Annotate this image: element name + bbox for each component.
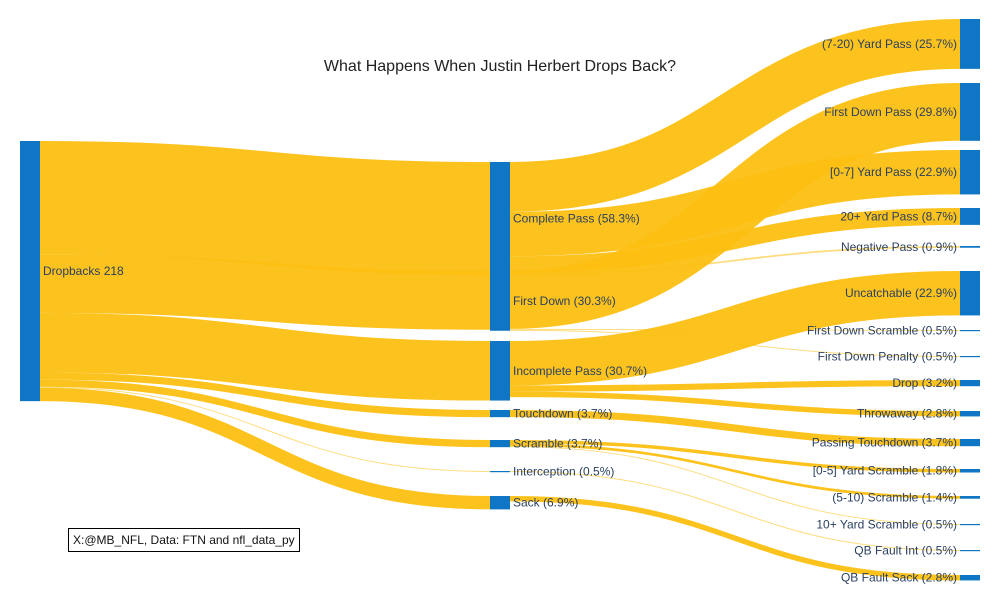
node-label-touchdown: Touchdown (3.7%) [513,407,612,421]
link-interception-to-qbint [509,471,961,551]
link-dropbacks-to-touchdown [39,372,491,418]
node-scramble[interactable] [490,440,510,448]
link-incomplete-to-throwaway [509,391,961,417]
node-fdscr[interactable] [960,330,980,332]
link-scramble-to-scr10 [509,446,961,525]
link-dropbacks-to-incomplete [39,312,491,401]
node-p720[interactable] [960,19,980,69]
node-label-dropbacks: Dropbacks 218 [43,264,124,278]
sankey-links [39,19,961,581]
link-incomplete-to-uncatch [509,271,961,386]
node-qbint[interactable] [960,550,980,552]
link-dropbacks-to-interception [39,386,491,472]
node-fdpen[interactable] [960,356,980,358]
sankey-labels: Dropbacks 218 Complete Pass (58.3%) First … [43,37,957,585]
sankey-nodes [20,19,980,581]
node-qbsack[interactable] [960,575,980,581]
data-credit: X:@MB_NFL, Data: FTN and nfl_data_py [68,528,300,552]
node-label-incomplete: Incomplete Pass (30.7%) [513,364,647,378]
link-scramble-to-scr510 [509,443,961,499]
node-dropbacks[interactable] [20,141,40,402]
node-scr510[interactable] [960,496,980,499]
node-label-negpass: Negative Pass (0.9%) [841,240,957,254]
node-complete[interactable] [490,162,510,276]
node-scr05[interactable] [960,469,980,473]
node-drop[interactable] [960,380,980,387]
node-throwaway[interactable] [960,411,980,417]
node-p07[interactable] [960,150,980,195]
link-complete-to-p720 [509,19,961,212]
link-dropbacks-to-firstdown [39,254,491,330]
node-interception[interactable] [490,471,510,473]
node-label-scr10: 10+ Yard Scramble (0.5%) [816,518,957,532]
node-label-uncatch: Uncatchable (22.9%) [845,286,957,300]
node-incomplete[interactable] [490,341,510,401]
node-label-firstdown: First Down (30.3%) [513,294,616,308]
node-label-p07: [0-7] Yard Pass (22.9%) [830,165,957,179]
link-dropbacks-to-scramble [39,379,491,448]
node-firstdown[interactable] [490,271,510,331]
node-touchdown[interactable] [490,410,510,418]
node-fdpass[interactable] [960,83,980,141]
node-label-throwaway: Throwaway (2.8%) [857,407,957,421]
node-passtd[interactable] [960,439,980,447]
node-label-interception: Interception (0.5%) [513,465,614,479]
node-label-qbsack: QB Fault Sack (2.8%) [841,571,957,585]
node-p20[interactable] [960,208,980,225]
node-sack[interactable] [490,496,510,510]
chart-title: What Happens When Justin Herbert Drops B… [324,58,676,75]
node-label-qbint: QB Fault Int (0.5%) [854,544,957,558]
node-label-passtd: Passing Touchdown (3.7%) [812,436,957,450]
node-label-scr510: (5-10) Scramble (1.4%) [832,490,957,504]
node-label-scr05: [0-5] Yard Scramble (1.8%) [813,464,957,478]
node-label-complete: Complete Pass (58.3%) [513,212,640,226]
link-firstdown-to-fdpass [509,83,961,329]
node-label-scramble: Scramble (3.7%) [513,437,602,451]
link-scramble-to-scr05 [509,440,961,473]
node-label-drop: Drop (3.2%) [892,376,957,390]
node-label-fdpass: First Down Pass (29.8%) [824,105,957,119]
link-touchdown-to-passtd [509,410,961,447]
link-dropbacks-to-sack [39,387,491,510]
link-sack-to-qbsack [509,496,961,581]
node-label-fdscr: First Down Scramble (0.5%) [807,324,957,338]
link-incomplete-to-drop [509,380,961,392]
node-label-p20: 20+ Yard Pass (8.7%) [840,209,957,223]
link-dropbacks-to-complete [39,141,491,276]
node-negpass[interactable] [960,246,980,248]
node-scr10[interactable] [960,524,980,526]
node-uncatch[interactable] [960,271,980,316]
node-label-fdpen: First Down Penalty (0.5%) [818,350,957,364]
node-label-p720: (7-20) Yard Pass (25.7%) [822,37,957,51]
node-label-sack: Sack (6.9%) [513,496,578,510]
